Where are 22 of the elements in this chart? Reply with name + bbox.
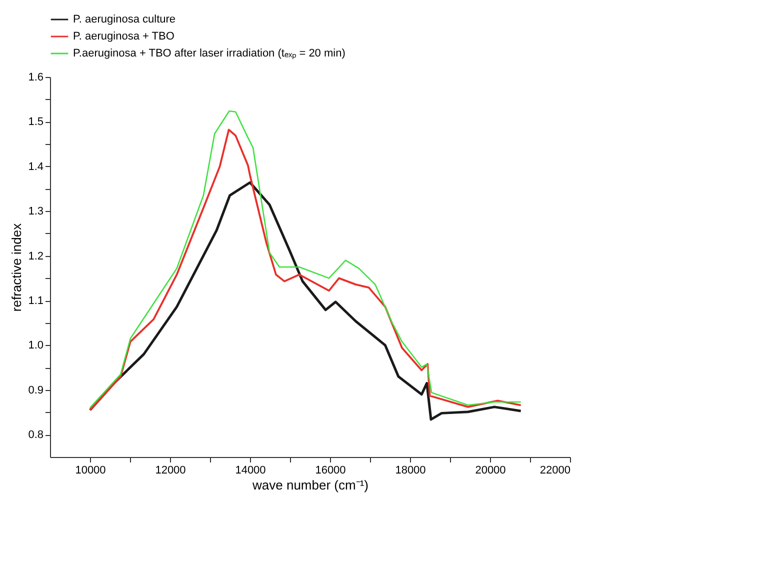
x-tick-label: 22000 [540,464,570,476]
x-tick-label: 12000 [155,464,186,476]
legend-label: P.aeruginosa + TBO after laser irradiation (tₑₓₚ = 20 min) [73,48,346,60]
legend-label: P. aeruginosa + TBO [73,30,175,42]
x-axis-title: wave number (cm⁻¹) [252,478,368,492]
line-series [88,181,522,421]
y-tick-label: 0.9 [28,384,44,396]
y-tick-label: 1.1 [28,295,44,308]
x-tick-label: 14000 [235,464,266,476]
legend-label: P. aeruginosa culture [73,14,176,26]
x-tick-label: 18000 [395,464,426,476]
y-tick-label: 0.8 [28,429,44,442]
y-tick-label: 1.6 [28,72,44,84]
y-tick-label: 1.2 [28,250,44,262]
y-axis-title: refractive index [9,222,24,312]
x-tick-label: 20000 [475,464,506,476]
x-tick-label: 16000 [315,464,346,476]
y-tick-label: 1.4 [28,160,44,173]
y-tick-label: 1.0 [28,340,44,352]
y-tick-label: 1.3 [28,206,44,218]
x-tick-label: 10000 [75,464,106,476]
y-tick-label: 1.5 [28,116,44,128]
